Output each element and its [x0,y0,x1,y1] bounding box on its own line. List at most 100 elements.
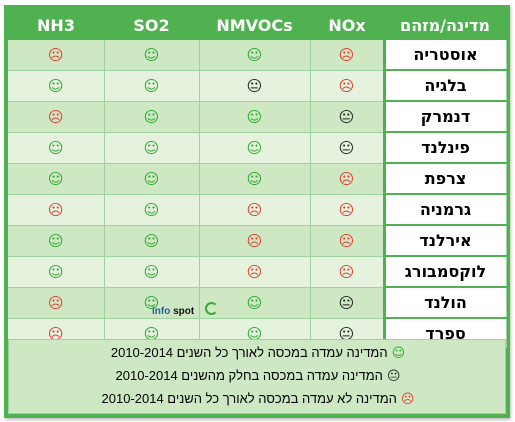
cell-so2: ☺ [104,40,200,71]
cell-so2: ☺ [104,163,200,195]
frown-icon: ☹ [47,324,64,343]
neutral-face-icon: 😐 [338,138,355,157]
country-name: פינלנד [382,132,507,164]
cell-nox: 😐 [310,287,385,319]
legend: ☺המדינה עמדה במכסה לאורך כל השנים 2010-2… [8,339,506,414]
table-row: ☺ ☺ ☺ ☹ צרפת [8,163,507,195]
cell-nox: ☹ [310,225,385,257]
legend-row-smile: ☺המדינה עמדה במכסה לאורך כל השנים 2010-2… [9,345,507,360]
cell-nh3: ☹ [8,194,105,226]
smile-icon: ☺ [143,169,160,188]
cell-nmvocs: ☹ [199,225,311,257]
country-name: גרמניה [382,194,507,226]
smile-icon: ☺ [246,138,263,157]
smile-icon: ☺ [143,76,160,95]
table-row: ☺ ☺ 😐 ☹ בלגיה [8,70,507,102]
cell-nh3: ☹ [8,101,105,133]
frown-icon: ☹ [47,107,64,126]
smile-icon: ☺ [143,138,160,157]
cell-nmvocs: ☺ [199,163,311,195]
watermark-ring-icon [205,302,218,315]
neutral-face-icon: 😐 [338,293,355,312]
frown-icon: ☹ [338,45,355,64]
frown-icon: ☹ [47,200,64,219]
table-row: ☺ ☺ ☺ 😐 פינלנד [8,132,507,164]
smile-icon: ☺ [47,169,64,188]
smile-icon: ☺ [47,262,64,281]
legend-text-frown: המדינה לא עמדה במכסה לאורך כל השנים 2010… [101,391,397,406]
neutral-face-icon: 😐 [246,76,263,95]
smile-icon: ☺ [391,346,406,361]
country-name: דנמרק [382,101,507,133]
smile-icon: ☺ [47,138,64,157]
neutral-face-icon: 😐 [338,107,355,126]
cell-nmvocs: ☹ [199,256,311,288]
neutral-face-icon: 😐 [338,324,355,343]
smile-icon: ☺ [246,169,263,188]
country-name: אירלנד [382,225,507,257]
table-row: ☺ ☺ ☹ ☹ אירלנד [8,225,507,257]
neutral-face-icon: 😐 [386,369,401,384]
cell-so2: ☺ [104,194,200,226]
cell-nox: 😐 [310,132,385,164]
watermark-spot: spot [173,306,195,317]
table-row: ☹ ☺ ☹ ☹ גרמניה [8,194,507,226]
smile-icon: ☺ [47,231,64,250]
header-nmvocs: NMVOCs [216,16,293,35]
smile-icon: ☺ [47,76,64,95]
watermark-info: info [152,306,171,317]
country-name: לוקסמבורג [382,256,507,288]
table-row: ☹ ☺ ☺ ☹ אוסטריה [8,40,507,71]
cell-nh3: ☺ [8,132,105,164]
cell-nh3: ☺ [8,70,105,102]
legend-row-neutral: 😐המדינה עמדה במכסה בחלק מהשנים 2010-2014 [9,368,507,383]
country-name: אוסטריה [382,40,507,71]
country-name: בלגיה [382,70,507,102]
header-nox: NOx [328,16,366,35]
cell-nox: ☹ [310,256,385,288]
legend-text-smile: המדינה עמדה במכסה לאורך כל השנים 2010-20… [110,345,388,360]
header-country: מדינה/מזהם [400,16,490,35]
smile-icon: ☺ [143,231,160,250]
frown-icon: ☹ [400,392,415,407]
frown-icon: ☹ [246,231,263,250]
cell-nmvocs: ☺ [199,287,311,319]
frown-icon: ☹ [338,262,355,281]
frown-icon: ☹ [338,169,355,188]
smile-icon: ☺ [246,107,263,126]
cell-so2: ☺ [104,225,200,257]
frown-icon: ☹ [246,200,263,219]
smile-icon: ☺ [143,45,160,64]
table-row: ☺ ☺ ☹ ☹ לוקסמבורג [8,256,507,288]
smile-icon: ☺ [246,324,263,343]
smile-icon: ☺ [246,45,263,64]
country-name: צרפת [382,163,507,195]
header-so2: SO2 [133,16,170,35]
cell-nox: 😐 [310,101,385,133]
frown-icon: ☹ [338,231,355,250]
cell-nh3: ☹ [8,287,105,319]
smile-icon: ☺ [143,200,160,219]
cell-so2: ☺ [104,256,200,288]
smile-icon: ☺ [143,293,160,312]
cell-so2: ☺ [104,101,200,133]
frown-icon: ☹ [47,45,64,64]
header-nh3: NH3 [37,16,75,35]
smile-icon: ☺ [246,293,263,312]
legend-row-frown: ☹המדינה לא עמדה במכסה לאורך כל השנים 201… [9,391,507,406]
cell-nh3: ☹ [8,40,105,71]
frown-icon: ☹ [338,76,355,95]
cell-nh3: ☺ [8,163,105,195]
cell-nox: ☹ [310,194,385,226]
cell-so2: ☺ [104,132,200,164]
smile-icon: ☺ [143,262,160,281]
cell-nh3: ☺ [8,225,105,257]
table-frame: NH3 SO2 NMVOCs NOx מדינה/מזהם ☹ ☺ ☺ ☹ אוסטרי… [4,5,510,418]
cell-nmvocs: ☺ [199,132,311,164]
info-spot-watermark: info spot [152,306,194,317]
table-body: ☹ ☺ ☺ ☹ אוסטריה ☺ ☺ 😐 ☹ בלגיה ☹ ☺ ☺ 😐 דנמרק ☺ ☺ ☺ 😐 פינלנד ☺… [8,40,507,350]
cell-nmvocs: ☺ [199,101,311,133]
cell-nox: ☹ [310,163,385,195]
cell-so2: ☺ [104,70,200,102]
legend-text-neutral: המדינה עמדה במכסה בחלק מהשנים 2010-2014 [115,368,383,383]
